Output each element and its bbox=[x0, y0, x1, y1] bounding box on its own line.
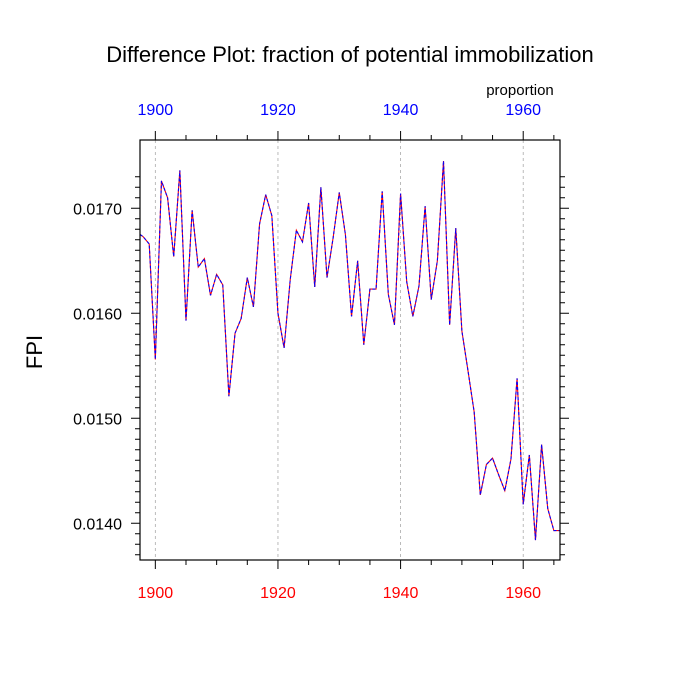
x-tick-label-top: 1900 bbox=[138, 102, 174, 119]
series-line-red bbox=[139, 160, 560, 541]
x-tick-label-top: 1960 bbox=[505, 102, 541, 119]
y-axis-label: FPI bbox=[22, 335, 47, 369]
y-tick-label: 0.0170 bbox=[73, 201, 122, 218]
series-line-blue-dashed bbox=[139, 160, 560, 541]
axis-ticks bbox=[131, 131, 569, 569]
chart-title: Difference Plot: fraction of potential i… bbox=[106, 42, 594, 67]
data-lines bbox=[139, 160, 560, 541]
plot-frame bbox=[139, 139, 561, 561]
x-tick-label-bottom: 1900 bbox=[138, 585, 174, 602]
y-tick-label: 0.0160 bbox=[73, 306, 122, 323]
axis-tick-labels: 1900 1900 1920 1920 1940 1940 1960 1960 0.0140 0.… bbox=[73, 102, 541, 602]
y-tick-label: 0.0140 bbox=[73, 516, 122, 533]
x-tick-label-top: 1920 bbox=[260, 102, 296, 119]
x-tick-label-bottom: 1920 bbox=[260, 585, 296, 602]
units-label: proportion bbox=[486, 82, 554, 99]
x-tick-label-bottom: 1960 bbox=[505, 585, 541, 602]
x-tick-label-top: 1940 bbox=[383, 102, 419, 119]
x-tick-label-bottom: 1940 bbox=[383, 585, 419, 602]
y-tick-label: 0.0150 bbox=[73, 411, 122, 428]
vertical-gridlines bbox=[154, 140, 524, 560]
